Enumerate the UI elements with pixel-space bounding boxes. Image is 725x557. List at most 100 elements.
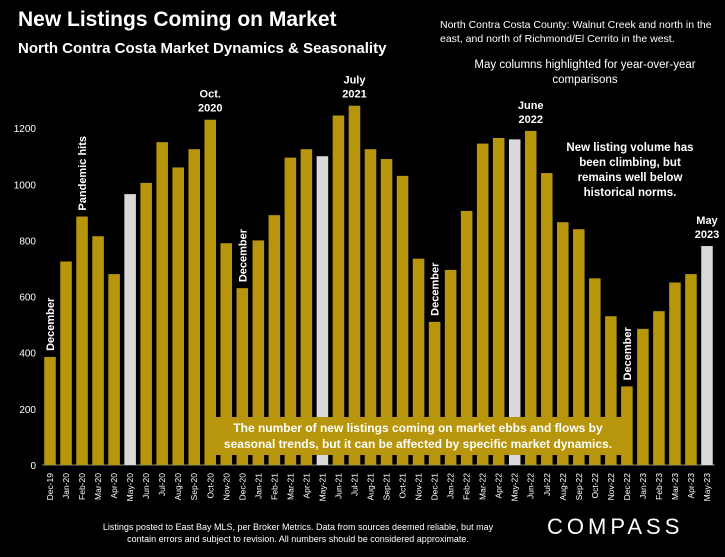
info-box: The number of new listings coming on mar… xyxy=(214,417,622,455)
highlight-note: May columns highlighted for year-over-ye… xyxy=(474,59,696,86)
x-tick-label: Mar-23 xyxy=(670,473,680,500)
bar xyxy=(653,311,665,465)
y-tick-label: 600 xyxy=(19,293,36,304)
highlighted-bar xyxy=(508,139,521,465)
bar xyxy=(685,274,697,465)
x-tick-label: Apr-22 xyxy=(494,473,504,499)
x-tick-label: Feb-23 xyxy=(654,473,664,500)
x-tick-label: Jun-22 xyxy=(526,473,536,499)
chart-subtitle: North Contra Costa Market Dynamics & Sea… xyxy=(18,40,387,57)
bar-annotation: May 2023 xyxy=(695,215,719,241)
bar xyxy=(60,261,72,465)
bar-annotation: July 2021 xyxy=(342,75,366,101)
x-tick-label: Dec-20 xyxy=(237,473,247,501)
bar xyxy=(268,215,281,465)
bar xyxy=(220,243,233,465)
x-tick-label: Sep-20 xyxy=(189,473,199,501)
bar xyxy=(396,175,409,465)
bar xyxy=(348,105,361,465)
bar-annotation: December xyxy=(45,297,57,351)
bar xyxy=(476,143,489,465)
bar xyxy=(236,288,249,465)
x-tick-label: Jan-21 xyxy=(253,473,263,499)
x-tick-label: Sep-21 xyxy=(382,473,392,501)
bar xyxy=(669,282,681,465)
bar xyxy=(332,115,345,465)
x-tick-label: Feb-22 xyxy=(462,473,472,500)
x-tick-label: Jun-21 xyxy=(333,473,343,499)
bar xyxy=(428,321,441,465)
x-tick-label: Aug-22 xyxy=(558,473,568,501)
bar xyxy=(284,157,297,465)
x-tick-label: Nov-22 xyxy=(606,473,616,501)
x-tick-label: Mar-21 xyxy=(285,473,295,500)
highlighted-bar xyxy=(124,194,136,465)
bar xyxy=(412,258,425,465)
bar-annotation: December xyxy=(622,326,634,380)
x-tick-label: May-21 xyxy=(317,473,327,502)
y-tick-label: 1000 xyxy=(14,180,37,191)
compass-logo: COMPASS xyxy=(547,514,684,539)
x-tick-label: Dec-21 xyxy=(430,473,440,501)
bar-annotation: Pandemic hits xyxy=(77,136,89,211)
bar xyxy=(460,210,473,465)
bar xyxy=(605,316,617,465)
x-tick-label: May-22 xyxy=(510,473,520,502)
x-tick-label: Oct-21 xyxy=(398,473,408,499)
x-tick-label: Oct-20 xyxy=(205,473,215,499)
x-tick-label: Apr-23 xyxy=(686,473,696,499)
bar xyxy=(621,386,633,465)
volume-note: New listing volume has been climbing, bu… xyxy=(566,142,694,199)
bar xyxy=(188,149,200,466)
bar xyxy=(300,149,313,466)
bar xyxy=(172,167,184,465)
bar xyxy=(380,159,393,465)
x-tick-label: May-20 xyxy=(125,473,135,502)
bar xyxy=(364,149,377,466)
bar xyxy=(540,173,553,466)
x-tick-label: Dec-19 xyxy=(45,473,55,501)
x-tick-label: Sep-22 xyxy=(574,473,584,501)
bar xyxy=(204,119,217,465)
x-tick-label: Nov-21 xyxy=(414,473,424,501)
y-tick-label: 200 xyxy=(19,405,36,416)
x-tick-label: Feb-20 xyxy=(77,473,87,500)
bar xyxy=(557,222,569,465)
x-tick-label: Jul-22 xyxy=(542,473,552,496)
x-tick-label: Dec-22 xyxy=(622,473,632,501)
highlighted-bar xyxy=(701,246,713,465)
bar-annotation: June 2022 xyxy=(518,100,544,126)
bar xyxy=(156,142,168,465)
x-tick-label: Mar-22 xyxy=(478,473,488,500)
bar xyxy=(492,137,505,466)
y-tick-label: 0 xyxy=(30,461,36,472)
bar-annotation: December xyxy=(237,228,249,282)
highlighted-bar xyxy=(316,156,329,465)
y-tick-label: 400 xyxy=(19,349,36,360)
x-tick-label: Apr-21 xyxy=(301,473,311,499)
x-tick-label: Jan-22 xyxy=(446,473,456,499)
bar xyxy=(44,356,56,465)
bar-annotation: Oct. 2020 xyxy=(198,89,222,115)
bar xyxy=(524,130,537,465)
x-tick-label: Jul-21 xyxy=(349,473,359,496)
x-tick-label: Apr-20 xyxy=(109,473,119,499)
bar xyxy=(108,274,120,465)
y-tick-label: 800 xyxy=(19,236,36,247)
x-tick-label: Aug-21 xyxy=(365,473,375,501)
x-tick-label: Oct-22 xyxy=(590,473,600,499)
bar xyxy=(637,328,649,465)
chart-title: New Listings Coming on Market xyxy=(18,8,337,31)
region-note: North Contra Costa County: Walnut Creek … xyxy=(440,19,712,45)
bar xyxy=(140,182,152,465)
bar xyxy=(92,236,104,465)
x-tick-label: Nov-20 xyxy=(221,473,231,501)
x-tick-label: Feb-21 xyxy=(269,473,279,500)
x-tick-label: Mar-20 xyxy=(93,473,103,500)
bar xyxy=(252,240,265,465)
footnote: Listings posted to East Bay MLS, per Bro… xyxy=(102,522,494,544)
bar xyxy=(573,229,585,465)
bar xyxy=(76,216,88,465)
x-tick-label: Aug-20 xyxy=(173,473,183,501)
